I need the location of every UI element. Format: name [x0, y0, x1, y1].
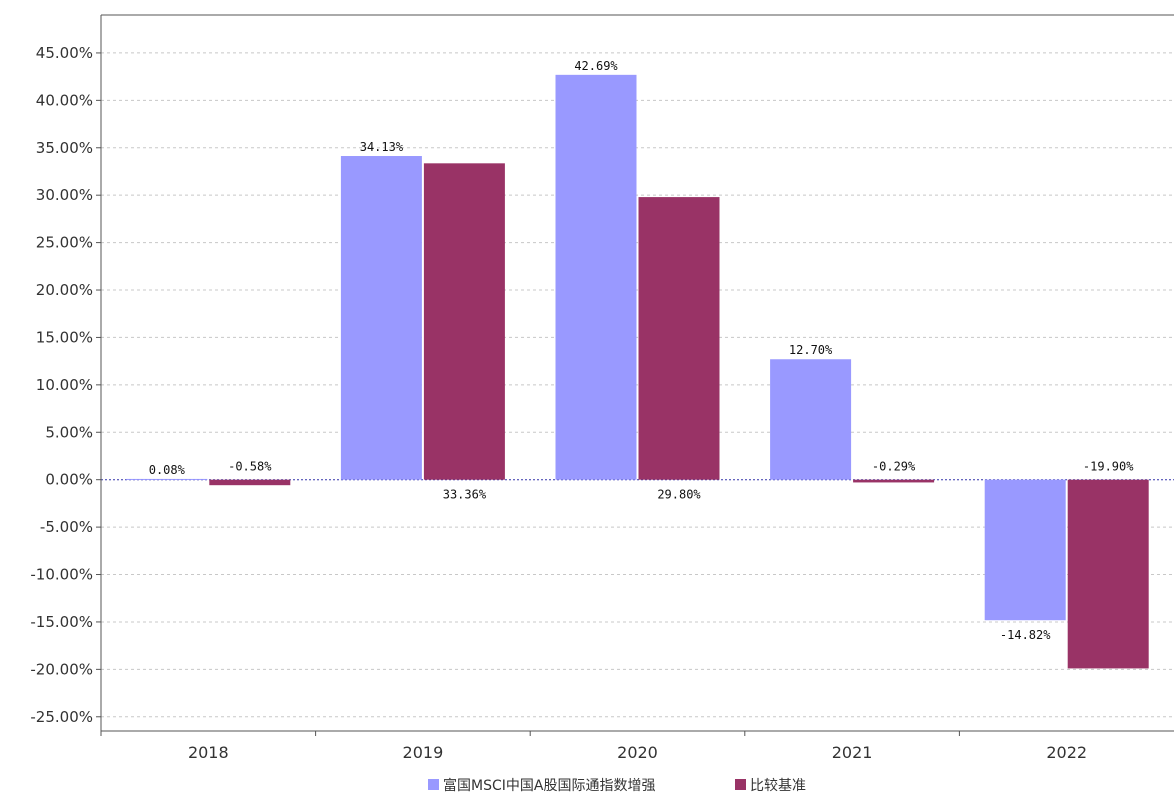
y-tick-label: 10.00%: [36, 376, 93, 394]
bar-benchmark-2021: [853, 479, 935, 483]
y-tick-label: 15.00%: [36, 328, 93, 346]
legend-label: 比较基准: [750, 777, 806, 794]
bar-fund-2022: [984, 479, 1066, 621]
bar-fund-2020: [555, 74, 637, 480]
data-label: 29.80%: [657, 488, 701, 502]
bar-benchmark-2020: [638, 197, 720, 480]
y-tick-label: -5.00%: [40, 518, 93, 536]
data-label: -0.29%: [872, 460, 916, 474]
data-label: 42.69%: [574, 59, 618, 73]
data-label: 0.08%: [149, 463, 186, 477]
bar-benchmark-2018: [209, 479, 291, 486]
bar-fund-2021: [770, 359, 852, 480]
x-tick-label: 2022: [1046, 743, 1087, 762]
x-tick-label: 2019: [403, 743, 444, 762]
y-tick-label: -10.00%: [30, 566, 93, 584]
data-label: 12.70%: [789, 343, 833, 357]
y-tick-label: 20.00%: [36, 281, 93, 299]
x-tick-label: 2020: [617, 743, 658, 762]
y-tick-label: 0.00%: [45, 471, 93, 489]
y-tick-label: -15.00%: [30, 613, 93, 631]
bar-benchmark-2022: [1067, 479, 1149, 669]
data-labels: 0.08% -0.58% 34.13% 33.36% 42.69% 29.80% 12.70…: [149, 59, 1135, 642]
bar-fund-2019: [340, 156, 422, 480]
data-label: 34.13%: [360, 140, 404, 154]
y-tick-label: 45.00%: [36, 44, 93, 62]
bar-fund-2018: [126, 478, 208, 480]
y-tick-label: 35.00%: [36, 139, 93, 157]
gridlines: [101, 52, 1174, 718]
legend-label: 富国MSCI中国A股国际通指数增强: [443, 777, 655, 794]
y-tick-label: 30.00%: [36, 186, 93, 204]
y-axis-ticks: 45.00% 40.00% 35.00% 30.00% 25.00% 20.00% 15.0…: [30, 44, 101, 726]
data-label: 33.36%: [443, 488, 487, 502]
axes: [100, 14, 1174, 732]
x-tick-label: 2021: [832, 743, 873, 762]
x-axis-ticks: 2018 2019 2020 2021 2022: [100, 731, 1087, 762]
x-tick-label: 2018: [188, 743, 229, 762]
legend-swatch: [735, 779, 746, 790]
y-tick-label: 25.00%: [36, 234, 93, 252]
bars: [126, 74, 1149, 669]
data-label: -0.58%: [228, 460, 272, 474]
data-label: -14.82%: [1000, 628, 1051, 642]
legend-swatch: [428, 779, 439, 790]
legend: 富国MSCI中国A股国际通指数增强 比较基准: [428, 777, 806, 794]
data-label: -19.90%: [1083, 460, 1134, 474]
y-tick-label: 5.00%: [45, 423, 93, 441]
bar-benchmark-2019: [423, 163, 505, 480]
y-tick-label: 40.00%: [36, 91, 93, 109]
y-tick-label: -20.00%: [30, 660, 93, 678]
y-tick-label: -25.00%: [30, 708, 93, 726]
